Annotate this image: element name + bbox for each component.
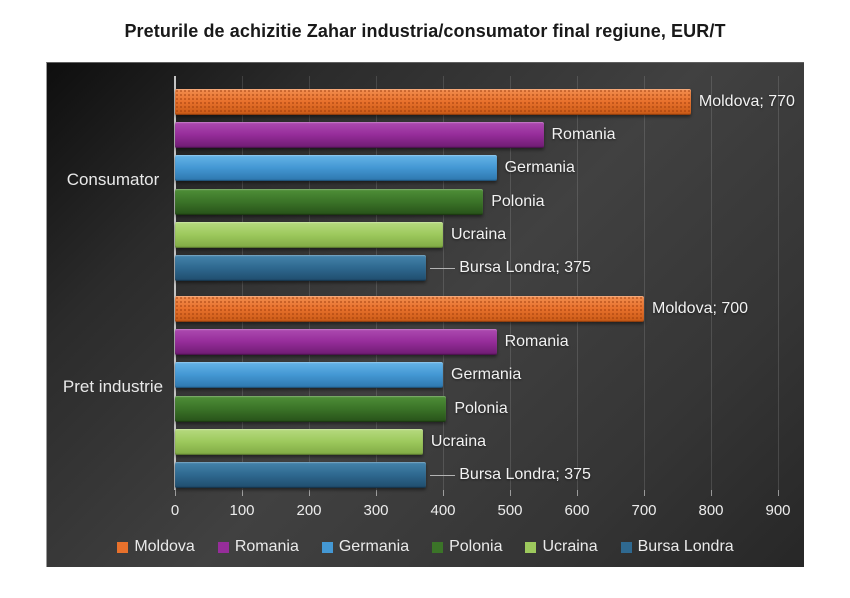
legend-swatch-romania	[217, 541, 229, 553]
bar-consumator-ucraina	[175, 221, 443, 248]
legend-item-ucraina: Ucraina	[525, 538, 598, 556]
x-axis-tick	[376, 490, 377, 496]
bar-pret-industrie-ucraina	[175, 428, 423, 455]
x-axis-tick	[644, 490, 645, 496]
x-axis-tick-label: 900	[765, 502, 791, 519]
bar-consumator-moldova	[175, 89, 691, 115]
bar-data-label: Ucraina	[430, 432, 487, 450]
legend-label: Germania	[338, 538, 410, 555]
x-axis-tick-label: 700	[631, 502, 657, 519]
bar-pret-industrie-moldova	[175, 296, 644, 322]
bar-data-label: Romania	[551, 126, 616, 144]
x-axis-tick	[510, 490, 511, 496]
bar-data-label: Polonia	[454, 399, 508, 417]
gridline	[778, 76, 779, 490]
x-axis-tick-label: 100	[229, 502, 255, 519]
bar-consumator-bursa-londra	[175, 255, 427, 281]
category-label-pret-industrie: Pret industrie	[62, 376, 164, 396]
bar-consumator-polonia	[175, 188, 484, 215]
bar-pret-industrie-polonia	[175, 395, 447, 422]
legend-item-moldova: Moldova	[117, 538, 195, 556]
bar-data-label: Bursa Londra; 375	[459, 259, 591, 276]
chart-canvas: Moldova Romania Germania Polonia Ucraina Burs…	[46, 62, 804, 567]
gridline	[510, 76, 511, 490]
bar-data-label: Germania	[451, 366, 522, 384]
y-axis-line	[174, 76, 176, 490]
bar-data-label: Polonia	[491, 192, 545, 210]
legend-swatch-ucraina	[525, 541, 537, 553]
gridline	[711, 76, 712, 490]
category-label-consumator: Consumator	[66, 169, 160, 189]
gridline	[443, 76, 444, 490]
bar-data-label: Ucraina	[451, 225, 507, 243]
bar-data-label: Bursa Londra; 375	[459, 466, 591, 483]
gridline	[309, 76, 310, 490]
legend-label: Ucraina	[542, 538, 598, 555]
gridline	[242, 76, 243, 490]
gridline	[577, 76, 578, 490]
x-axis-tick-label: 800	[698, 502, 724, 519]
legend-label: Bursa Londra	[637, 538, 734, 555]
bar-pret-industrie-germania	[175, 362, 443, 389]
x-axis-tick	[711, 490, 712, 496]
leader-line	[430, 268, 456, 269]
gridline	[644, 76, 645, 490]
x-axis-tick	[242, 490, 243, 496]
legend-swatch-polonia	[432, 541, 444, 553]
legend-label: Romania	[234, 538, 299, 555]
legend-item-romania: Romania	[217, 538, 299, 556]
legend-item-germania: Germania	[321, 538, 410, 556]
chart-title: Preturile de achizitie Zahar industria/c…	[124, 21, 726, 41]
x-axis-tick-label: 600	[564, 502, 590, 519]
bar-data-label: Romania	[504, 333, 569, 351]
x-axis-tick-label: 0	[170, 502, 180, 519]
legend: Moldova Romania Germania Polonia Ucraina Burs…	[47, 536, 804, 558]
x-axis-tick	[778, 490, 779, 496]
x-axis-tick	[443, 490, 444, 496]
x-axis-tick-label: 200	[296, 502, 322, 519]
x-axis-tick-label: 400	[430, 502, 456, 519]
bar-data-label: Moldova; 700	[652, 300, 749, 317]
bar-pret-industrie-bursa-londra	[175, 462, 427, 488]
legend-swatch-bursa-londra	[620, 541, 632, 553]
bar-consumator-germania	[175, 155, 497, 182]
x-axis-tick-label: 500	[497, 502, 523, 519]
bar-data-label: Moldova; 770	[698, 93, 795, 110]
bar-pret-industrie-romania	[175, 329, 497, 356]
legend-item-bursa-londra: Bursa Londra	[620, 538, 734, 556]
legend-label: Polonia	[449, 538, 503, 555]
x-axis-tick	[175, 490, 176, 496]
x-axis-tick	[577, 490, 578, 496]
legend-label: Moldova	[134, 538, 195, 555]
legend-item-polonia: Polonia	[432, 538, 502, 556]
leader-line	[430, 475, 456, 476]
legend-swatch-germania	[321, 541, 333, 553]
gridline	[376, 76, 377, 490]
x-axis-tick-label: 300	[363, 502, 389, 519]
bar-consumator-romania	[175, 122, 544, 149]
legend-swatch-moldova	[117, 541, 129, 553]
bar-data-label: Germania	[504, 159, 575, 177]
x-axis-tick	[309, 490, 310, 496]
